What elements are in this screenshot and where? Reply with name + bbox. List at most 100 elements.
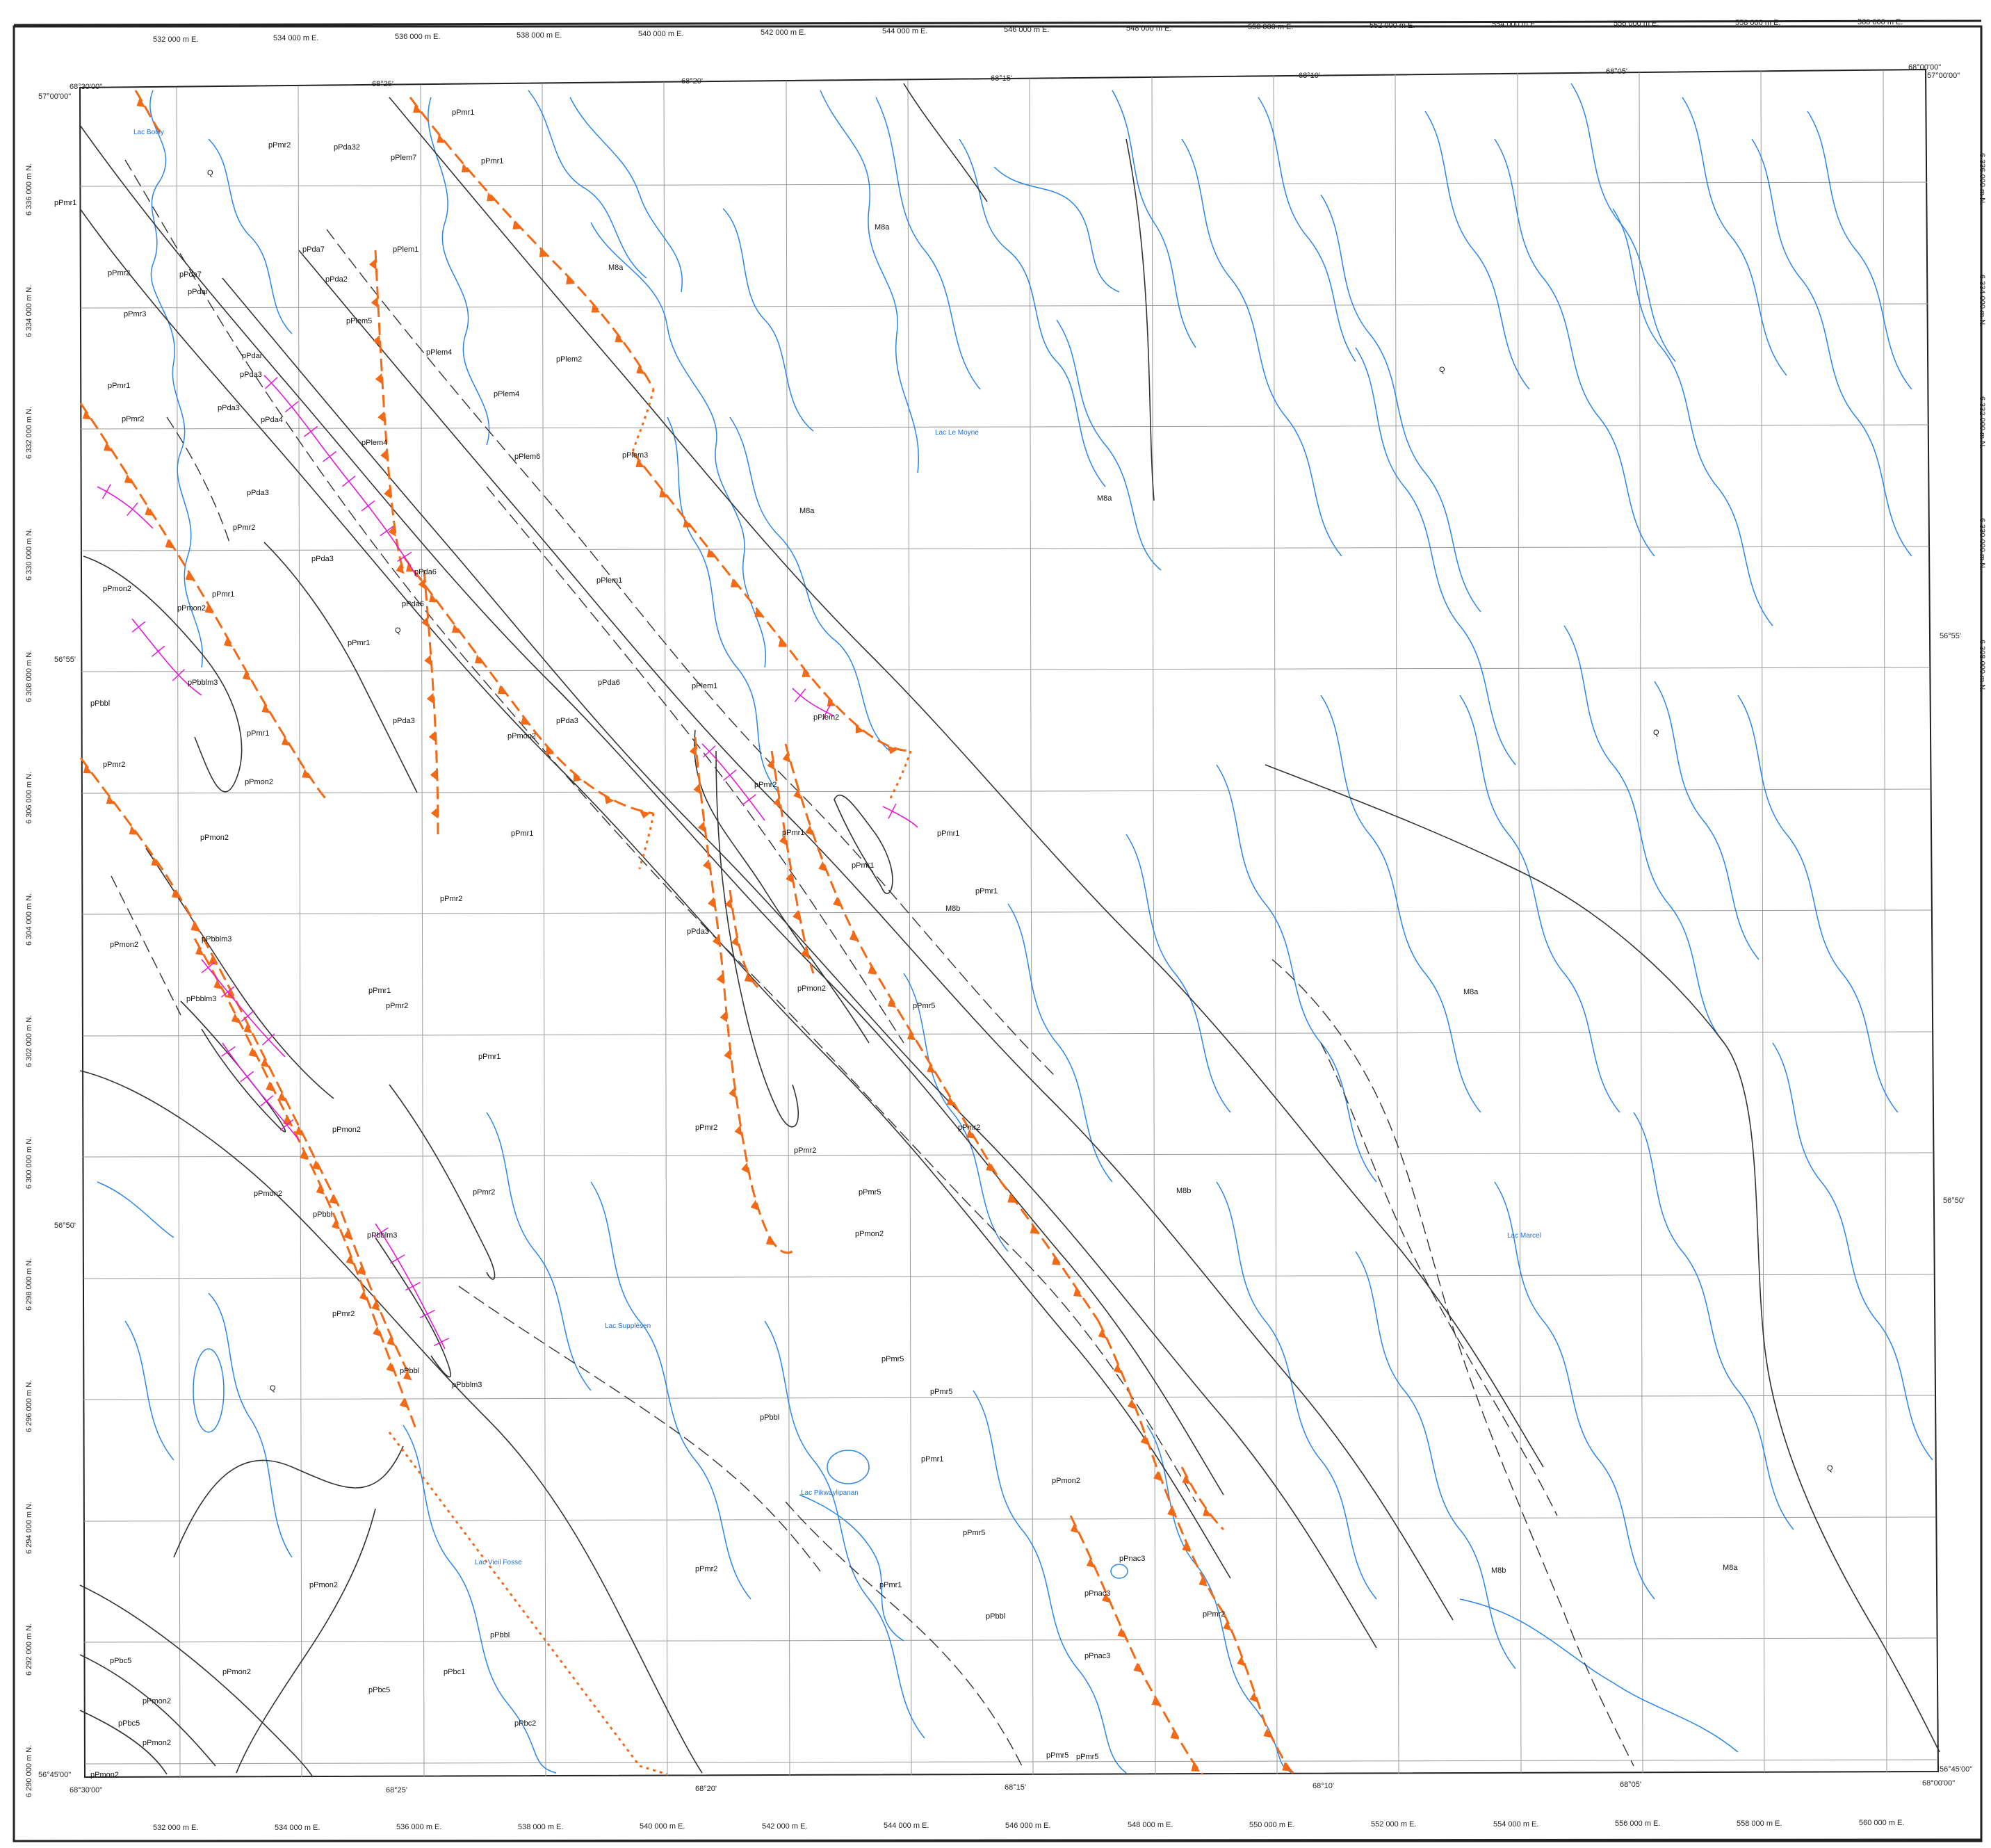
thrust-tooth [497,685,507,695]
fold-tick [373,1227,389,1238]
easting-bottom-label: 558 000 m E. [1737,1819,1782,1828]
longitude-bottom-label: 68°15' [1005,1783,1026,1792]
unit-label: pPmon2 [222,1668,251,1676]
unit-label: pPmon2 [309,1581,338,1589]
thrust-tooth [151,857,161,866]
thrust-tooth [779,834,788,846]
longitude-bottom-label: 68°10' [1313,1782,1334,1790]
thrust-tooth [1203,1507,1212,1516]
unit-label: M8b [945,905,960,913]
latitude-left-label: 57°00'00" [38,92,71,101]
unit-label: pPbc2 [514,1719,536,1728]
northing-left-label: 6 336 000 m N. [25,163,33,216]
unit-label: pPbc5 [110,1657,131,1665]
unit-label: pPmon2 [1052,1477,1080,1485]
unit-label: pPbblm3 [452,1381,482,1389]
fold-tick [405,1281,421,1291]
unit-label: pPda3 [556,717,578,725]
fold-tick [240,1071,254,1083]
fold-tick [131,621,146,633]
thrust-tooth [242,670,252,681]
latitude-right-label: 56°50' [1943,1197,1965,1205]
unit-labels: Q Q Q Q Q Q M8a M8a M8a M8a M8a M8a M8b … [54,108,1833,1779]
thrust-tooth [720,1011,728,1023]
northing-left-label: 6 290 000 m N. [25,1745,33,1797]
thrust-tooth [636,364,645,375]
thrust-teeth [82,97,1292,1772]
unit-label: pPmr1 [481,157,503,165]
thrust-tooth [1007,1194,1017,1203]
northing-right-label: 6 336 000 m N. [1978,153,1986,205]
easting-bottom-label: 544 000 m E. [884,1822,929,1830]
thrust-tooth [887,998,897,1008]
thrust-tooth [1113,1363,1122,1374]
thrust-tooth [520,715,530,725]
thrust-tooth [639,810,651,819]
thrust-tooth [800,947,809,959]
easting-bottom-label: 536 000 m E. [396,1823,441,1831]
unit-label: M8a [1723,1564,1738,1572]
thrust-tooth [487,192,496,202]
thrust-tooth [1263,1728,1272,1738]
thrust-tooth [104,441,113,452]
thrust-tooth [145,506,154,516]
unit-label: pPmr2 [386,1002,408,1010]
thrust-tooth [1198,1576,1208,1587]
thrust-tooth [369,258,377,270]
unit-label: Q [395,626,401,635]
thrust-tooth [693,783,701,795]
unit-label: pPnac3 [1084,1589,1110,1598]
thrust-tooth [204,603,214,614]
unit-label: pPlem7 [391,154,416,162]
unit-label: pPmr2 [108,269,130,277]
unit-label: pPmr1 [478,1053,501,1061]
unit-label: pPlem2 [813,713,839,722]
unit-label: pPmon2 [332,1126,361,1134]
thrust-tooth [741,1162,749,1174]
fold-tick [220,986,235,998]
thrust-tooth [231,1013,241,1023]
map-neatline [79,68,1940,1778]
thrust-tooth [750,1199,759,1211]
thrust-tooth [1170,1729,1180,1740]
thrust-tooth [266,1081,275,1092]
latitude-left-label: 56°45'00" [38,1771,71,1779]
fold-tick [397,551,412,562]
unit-label: pPbbl [986,1612,1005,1621]
thrust-tooth [277,1092,287,1102]
thrust-tooth [83,764,92,774]
thrust-tooth [371,296,379,308]
thrust-tooth [343,1229,352,1240]
thrust-tooth [185,571,195,581]
thrust-tooth [635,458,645,468]
thrust-tooth [329,1194,339,1205]
thrust-tooth [927,1063,936,1073]
thrust-tooth [209,955,218,966]
easting-labels-bottom: 532 000 m E. 534 000 m E. 536 000 m E. 5… [153,1819,1904,1832]
fold-tick [341,476,356,487]
bottom-frame-line [13,1838,1982,1842]
unit-label: M8a [799,507,815,515]
geological-contacts [79,83,1940,1778]
unit-label: pPmr3 [124,310,146,318]
unit-label: pPbbl [90,699,110,708]
thrust-tooth [724,898,733,909]
thrust-tooth [855,724,865,733]
thrust-tooth [226,989,236,1000]
unit-label: pPmr2 [440,895,462,903]
easting-top-label: 554 000 m E. [1492,20,1537,29]
thrust-tooth [418,578,426,590]
thrust-tooth [282,736,291,746]
longitude-top-label: 68°20' [681,77,703,86]
unit-label: pPlem4 [494,390,519,398]
thrust-tooth [1237,1655,1246,1667]
fold-tick [279,1119,294,1131]
thrust-tooth [1151,1696,1161,1706]
fold-tick [221,1046,236,1057]
map-outer-border [13,25,1983,1842]
fold-axes [97,375,918,1349]
thrust-tooth [428,593,438,603]
easting-bottom-label: 534 000 m E. [275,1824,320,1832]
unit-label: pPda32 [334,143,360,152]
thrust-tooth [782,752,791,763]
